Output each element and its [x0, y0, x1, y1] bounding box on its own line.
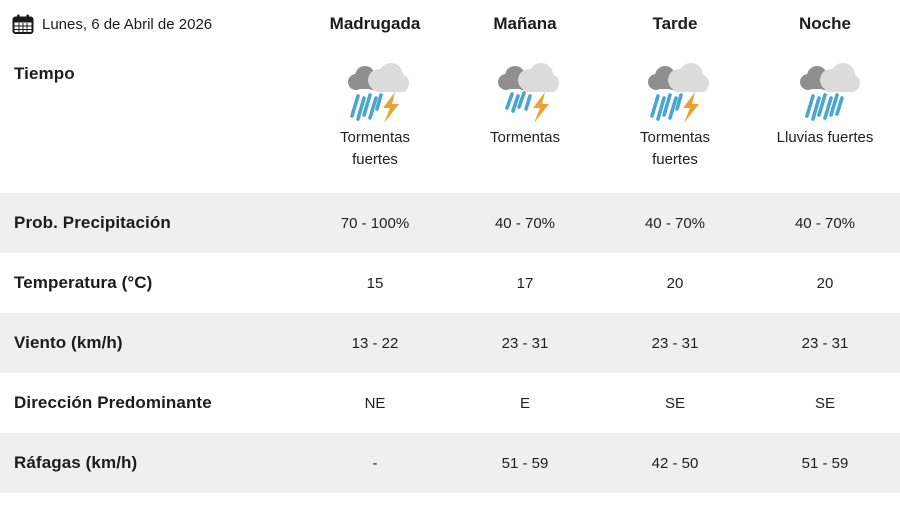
- date-label: Lunes, 6 de Abril de 2026: [42, 15, 213, 33]
- precipitation-noche: 40 - 70%: [794, 214, 856, 232]
- row-label-wind-direction: Dirección Predominante: [14, 393, 212, 412]
- direction-tarde: SE: [664, 394, 685, 412]
- weather-caption: Tormentas fuertes: [639, 129, 711, 168]
- storm-heavy-icon: [348, 63, 409, 123]
- row-label-temperature: Temperatura (°C): [14, 273, 153, 292]
- gusts-tarde: 42 - 50: [651, 454, 699, 472]
- row-label-gusts: Ráfagas (km/h): [14, 453, 138, 472]
- temperature-madrugada: 15: [366, 274, 384, 292]
- row-precipitation: Prob. Precipitación 70 - 100% 40 - 70% 4…: [0, 193, 900, 253]
- date-header: Lunes, 6 de Abril de 2026: [0, 0, 300, 48]
- column-header-noche: Noche: [799, 14, 851, 33]
- temperature-manana: 17: [516, 274, 534, 292]
- precipitation-madrugada: 70 - 100%: [340, 214, 410, 232]
- temperature-noche: 20: [816, 274, 834, 292]
- weather-cell-madrugada: Tormentas fuertes: [300, 48, 450, 193]
- weather-forecast-table: Lunes, 6 de Abril de 2026 Madrugada Maña…: [0, 0, 900, 493]
- weather-cell-tarde: Tormentas fuertes: [600, 48, 750, 193]
- column-header-manana: Mañana: [493, 14, 557, 33]
- row-temperature: Temperatura (°C) 15 17 20 20: [0, 253, 900, 313]
- calendar-icon: [12, 14, 34, 34]
- row-label-tiempo: Tiempo: [14, 64, 75, 83]
- row-wind-direction: Dirección Predominante NE E SE SE: [0, 373, 900, 433]
- weather-cell-manana: Tormentas: [450, 48, 600, 193]
- gusts-noche: 51 - 59: [801, 454, 849, 472]
- gusts-madrugada: -: [372, 454, 378, 472]
- row-label-wind: Viento (km/h): [14, 333, 123, 352]
- weather-caption: Tormentas: [489, 129, 561, 146]
- storm-icon: [498, 63, 559, 123]
- heavy-rain-icon: [800, 63, 860, 121]
- wind-madrugada: 13 - 22: [351, 334, 399, 352]
- column-header-madrugada: Madrugada: [329, 14, 421, 33]
- temperature-tarde: 20: [666, 274, 684, 292]
- row-wind: Viento (km/h) 13 - 22 23 - 31 23 - 31 23…: [0, 313, 900, 373]
- wind-tarde: 23 - 31: [651, 334, 699, 352]
- header-row: Lunes, 6 de Abril de 2026 Madrugada Maña…: [0, 0, 900, 48]
- weather-caption: Tormentas fuertes: [339, 129, 411, 168]
- storm-heavy-icon: [648, 63, 709, 123]
- precipitation-tarde: 40 - 70%: [644, 214, 706, 232]
- gusts-manana: 51 - 59: [501, 454, 549, 472]
- column-header-tarde: Tarde: [652, 14, 698, 33]
- row-label-precipitation: Prob. Precipitación: [14, 213, 171, 232]
- direction-noche: SE: [814, 394, 835, 412]
- row-gusts: Ráfagas (km/h) - 51 - 59 42 - 50 51 - 59: [0, 433, 900, 493]
- direction-manana: E: [519, 394, 530, 412]
- weather-cell-noche: Lluvias fuertes: [750, 48, 900, 193]
- direction-madrugada: NE: [364, 394, 386, 412]
- weather-row: Tiempo: [0, 48, 900, 193]
- weather-caption: Lluvias fuertes: [776, 129, 874, 146]
- wind-noche: 23 - 31: [801, 334, 849, 352]
- wind-manana: 23 - 31: [501, 334, 549, 352]
- precipitation-manana: 40 - 70%: [494, 214, 556, 232]
